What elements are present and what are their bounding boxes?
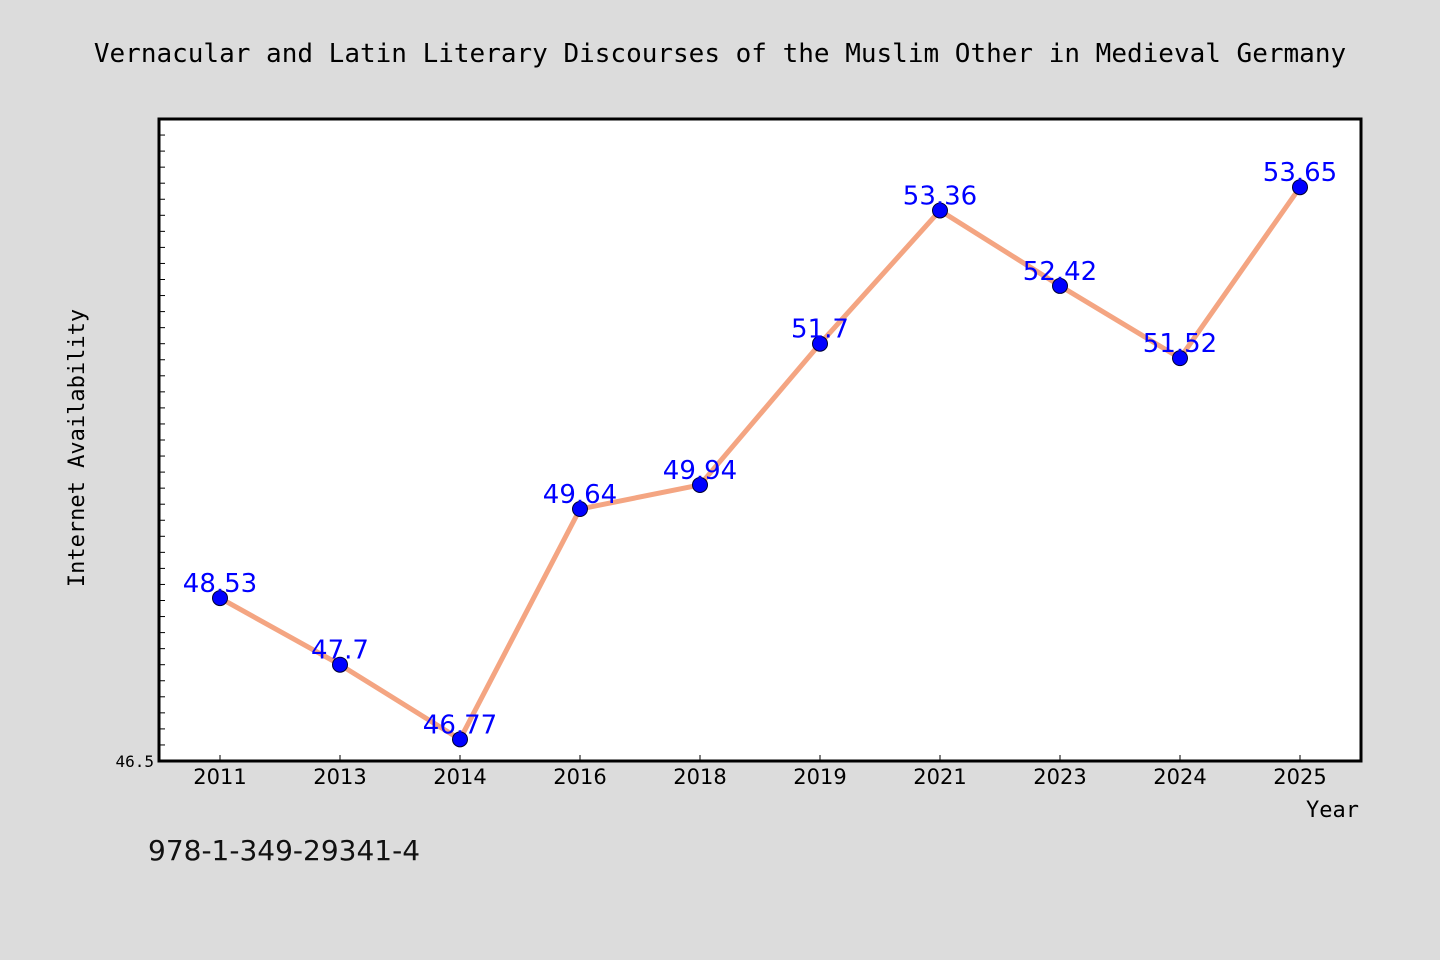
series-line: [217, 184, 1303, 742]
data-label: 46.77: [423, 710, 497, 740]
data-point: [332, 656, 348, 673]
y-axis-tick-labels: 46.5: [115, 752, 154, 771]
data-label: 49.94: [663, 456, 737, 486]
x-tick-label: 2024: [1153, 765, 1206, 789]
y-tick-label: 46.5: [115, 752, 154, 771]
series-points: [212, 179, 1308, 748]
data-label: 51.7: [791, 315, 849, 345]
chart-title: Vernacular and Latin Literary Discourses…: [94, 39, 1346, 69]
x-tick-label: 2019: [793, 765, 846, 789]
data-point: [692, 476, 708, 493]
data-point: [452, 731, 468, 748]
data-label: 53.36: [903, 181, 977, 211]
data-label: 51.52: [1143, 329, 1217, 359]
data-point: [212, 590, 228, 607]
x-axis-label: Year: [1306, 798, 1359, 823]
x-tick-label: 2014: [433, 765, 486, 789]
data-point: [1052, 277, 1068, 294]
x-axis-tick-labels: 2011 2013 2014 2016 2018 2019 2021 2023 2024 2025: [193, 765, 1326, 789]
plot-frame: [157, 117, 1363, 763]
data-label: 49.64: [543, 480, 617, 510]
data-label: 53.65: [1263, 158, 1337, 188]
series-lines: [217, 184, 1303, 742]
x-tick-label: 2023: [1033, 765, 1086, 789]
x-tick-label: 2021: [913, 765, 966, 789]
y-axis-label: Internet Availability: [65, 309, 90, 587]
data-label: 47.7: [311, 636, 369, 666]
data-point: [812, 335, 828, 352]
data-labels: 48.53 47.7 46.77 49.64 49.94 51.7 53.36 52.42 51…: [183, 158, 1337, 740]
data-label: 52.42: [1023, 257, 1097, 287]
x-tick-label: 2018: [673, 765, 726, 789]
x-tick-label: 2025: [1273, 765, 1326, 789]
data-point: [932, 202, 948, 219]
data-point: [572, 501, 588, 518]
x-tick-label: 2011: [193, 765, 246, 789]
plot-area: [159, 119, 1361, 761]
isbn-text: 978-1-349-29341-4: [148, 834, 421, 867]
x-tick-label: 2016: [553, 765, 606, 789]
data-label: 48.53: [183, 569, 257, 599]
x-tick-label: 2013: [313, 765, 366, 789]
data-point: [1292, 179, 1308, 196]
data-point: [1172, 350, 1188, 367]
